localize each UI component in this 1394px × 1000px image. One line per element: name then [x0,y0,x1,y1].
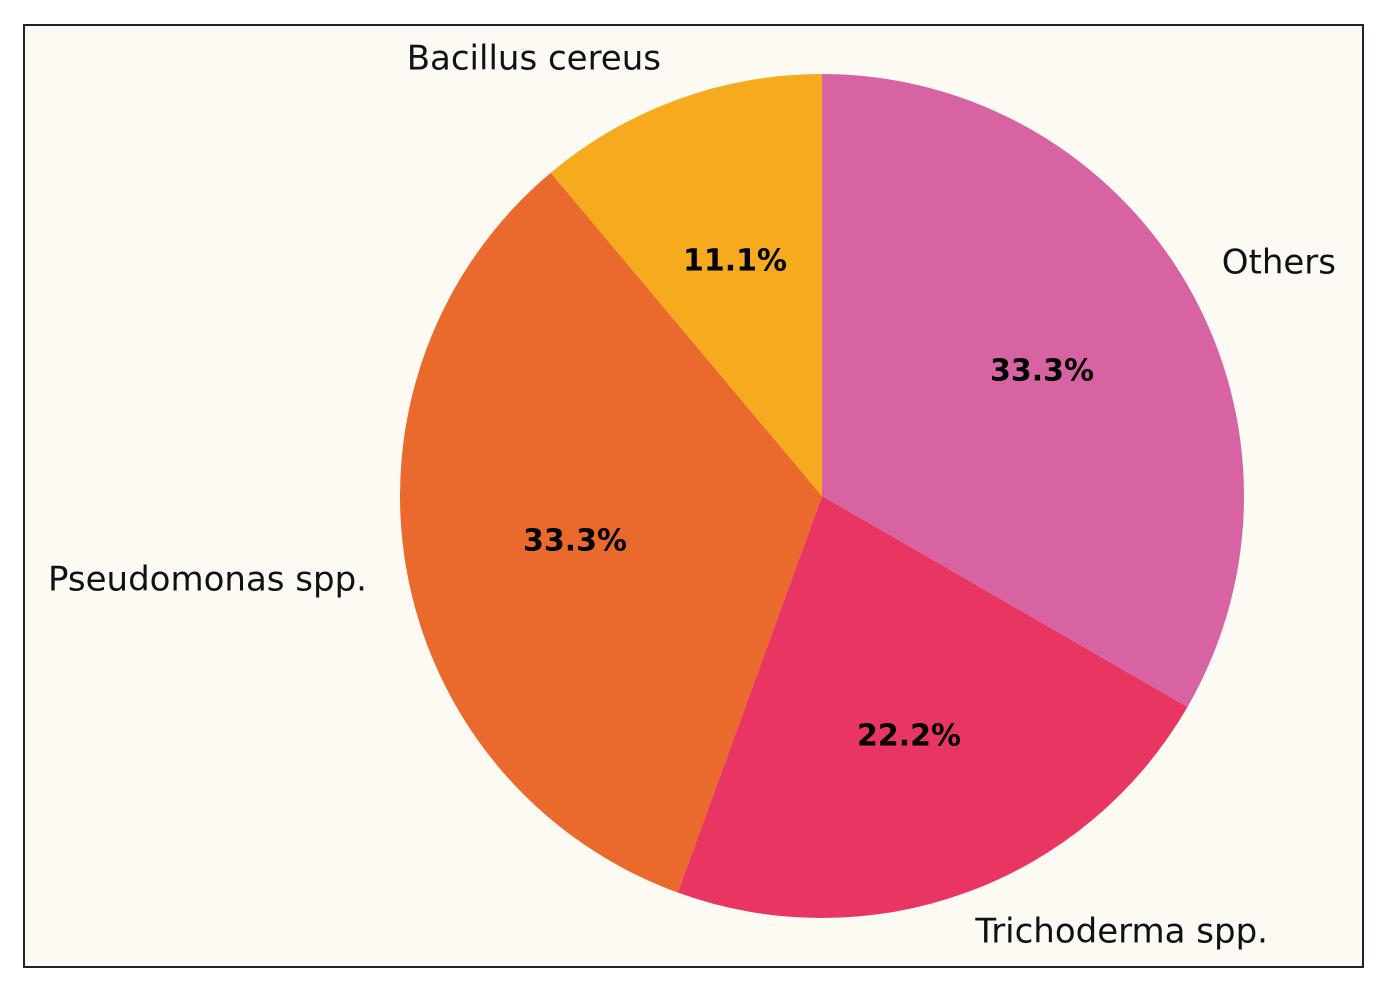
category-label-trichoderma-spp: Trichoderma spp. [974,912,1268,952]
pie-slices [399,74,1244,918]
pie-slice-pseudomonas-spp [399,172,822,893]
pie-slice-others [822,74,1244,707]
pie-slice-trichoderma-spp [677,496,1188,918]
percentage-label-bacillus-cereus: 11.1% [683,244,787,279]
percentage-label-pseudomonas-spp: 33.3% [523,524,627,559]
percentage-labels: 33.3% 22.2% 33.3% 11.1% [523,244,1094,754]
percentage-label-trichoderma-spp: 22.2% [857,719,961,754]
percentage-label-others: 33.3% [990,354,1094,389]
category-label-others: Others [1222,243,1336,283]
pie-slice-bacillus-cereus [550,74,822,496]
category-label-pseudomonas-spp: Pseudomonas spp. [48,560,367,600]
category-label-bacillus-cereus: Bacillus cereus [407,39,661,79]
category-labels: Others Trichoderma spp. Pseudomonas spp. Ba… [48,39,1336,952]
